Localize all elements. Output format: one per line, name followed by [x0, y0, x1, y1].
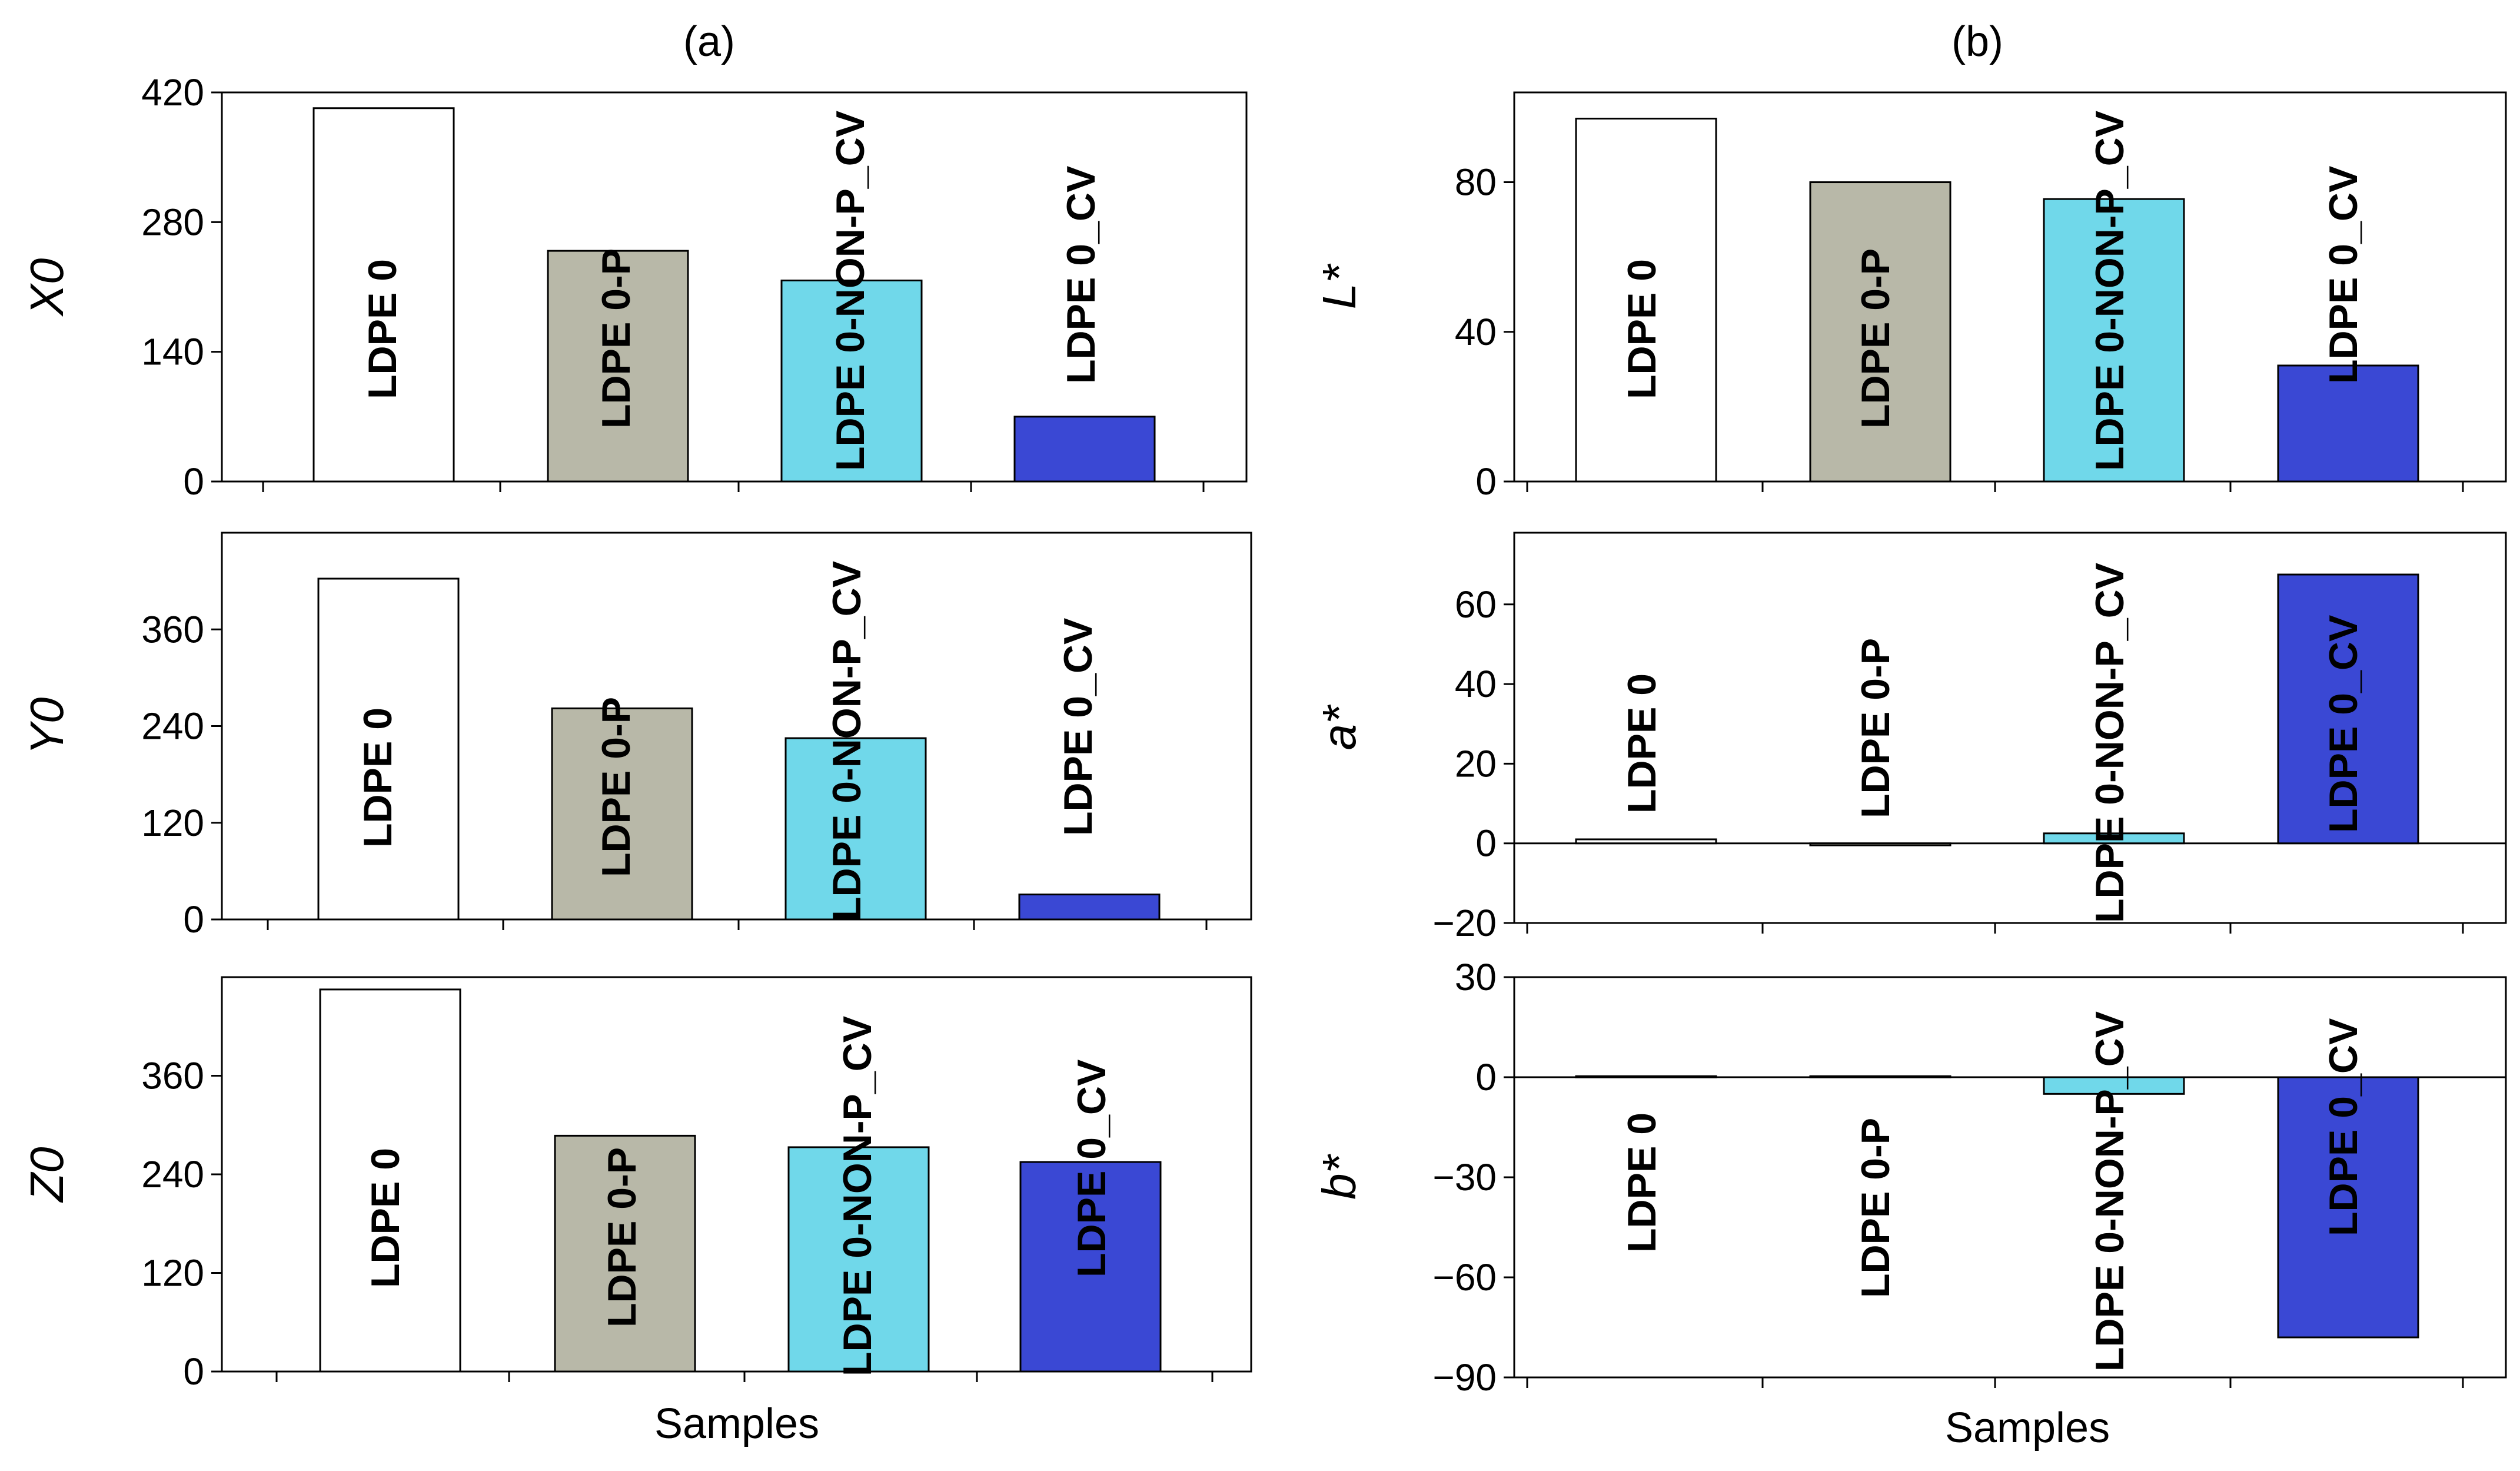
- bar-label: LDPE 0-NON-P_CV: [2087, 111, 2132, 471]
- bar-label: LDPE 0-P: [594, 697, 639, 877]
- bar-3: [2043, 198, 2185, 483]
- bar-label: LDPE 0-P: [594, 248, 639, 429]
- y-tick-label: 0: [183, 898, 204, 941]
- bar-label: LDPE 0: [360, 259, 405, 399]
- bar-4: [1018, 894, 1161, 921]
- y-tick-label: 240: [141, 705, 204, 748]
- bar-label: LDPE 0-P: [600, 1147, 644, 1327]
- bar-label: LDPE 0-NON-P_CV: [828, 111, 873, 471]
- y-tick-label: 0: [183, 1350, 204, 1393]
- y-tick-label: 420: [141, 71, 204, 114]
- bar-3: [2043, 1076, 2185, 1095]
- y-axis-label: b*: [1313, 1153, 1365, 1199]
- bar-label: LDPE 0-P: [1853, 248, 1898, 429]
- y-tick-label: 20: [1455, 742, 1497, 785]
- bar-2: [1809, 842, 1951, 846]
- panel-title-a: (a): [683, 18, 735, 65]
- y-tick-label: 280: [141, 201, 204, 243]
- bar-label: LDPE 0: [355, 708, 400, 848]
- y-tick-label: 140: [141, 331, 204, 373]
- y-tick-label: 0: [1475, 460, 1497, 503]
- bar-label: LDPE 0: [1620, 673, 1664, 813]
- x-axis-label-a: Samples: [654, 1400, 819, 1447]
- bar-1: [1575, 117, 1717, 483]
- y-tick-label: −90: [1432, 1356, 1497, 1399]
- y-axis-label: L*: [1313, 263, 1365, 309]
- plot-frame: [221, 91, 1248, 483]
- y-tick-label: 0: [183, 460, 204, 503]
- bar-1: [1575, 838, 1717, 845]
- bar-label: LDPE 0_CV: [1056, 618, 1101, 836]
- y-tick-label: 360: [141, 608, 204, 650]
- bar-1: [312, 107, 455, 483]
- y-tick-label: −60: [1432, 1256, 1497, 1299]
- bar-label: LDPE 0-NON-P_CV: [835, 1016, 880, 1376]
- y-tick-label: 240: [141, 1153, 204, 1196]
- bar-4: [2277, 1076, 2419, 1339]
- y-tick-label: 80: [1455, 161, 1497, 204]
- bar-2: [1809, 181, 1951, 483]
- y-tick-label: −30: [1432, 1156, 1497, 1198]
- y-tick-label: 120: [141, 1252, 204, 1294]
- y-tick-label: 0: [1475, 1056, 1497, 1098]
- y-tick-label: −20: [1432, 902, 1497, 944]
- bar-4: [1013, 416, 1156, 483]
- bar-label: LDPE 0_CV: [1069, 1060, 1114, 1277]
- plot-2: 0 120 240 360 LDPE 0 LDPE 0-P LDPE 0-NON-P_CV L…: [21, 532, 1252, 941]
- plot-3: 0 120 240 360 LDPE 0 LDPE 0-P LDPE 0-NON-P_CV L…: [21, 976, 1252, 1393]
- bar-2: [554, 1134, 696, 1373]
- y-tick-label: 30: [1455, 956, 1497, 998]
- bar-label: LDPE 0: [1620, 1113, 1664, 1253]
- bar-label: LDPE 0_CV: [2321, 166, 2366, 384]
- plot-5: −20 0 20 40 60 LDPE 0 LDPE 0-P LDPE 0-NON-P_CV L…: [1313, 532, 2507, 944]
- bar-4: [2277, 364, 2419, 483]
- bar-label: LDPE 0-NON-P_CV: [825, 561, 869, 921]
- bar-label: LDPE 0: [1620, 259, 1664, 399]
- y-tick-label: 360: [141, 1055, 204, 1097]
- y-axis-label: Y0: [21, 698, 73, 755]
- bar-4: [2277, 573, 2419, 845]
- bar-3: [780, 279, 923, 483]
- y-axis-label: Z0: [21, 1147, 73, 1203]
- bar-2: [1809, 1075, 1951, 1078]
- x-axis-label-b: Samples: [1945, 1404, 2110, 1452]
- bar-label: LDPE 0_CV: [2321, 1018, 2366, 1236]
- y-tick-label: 0: [1475, 822, 1497, 865]
- plot-frame: [1513, 532, 2507, 924]
- bar-1: [317, 577, 460, 921]
- bar-label: LDPE 0-P: [1853, 638, 1898, 818]
- y-axis-label: X0: [21, 258, 73, 317]
- bar-label: LDPE 0-NON-P_CV: [2087, 1011, 2132, 1372]
- bar-label: LDPE 0_CV: [1059, 166, 1103, 384]
- bar-1: [1575, 1075, 1717, 1078]
- y-tick-label: 120: [141, 802, 204, 844]
- bar-1: [319, 988, 461, 1373]
- bar-label: LDPE 0-NON-P_CV: [2087, 563, 2132, 923]
- bar-label: LDPE 0-P: [1853, 1118, 1898, 1298]
- y-tick-label: 40: [1455, 311, 1497, 353]
- y-axis-label: a*: [1313, 704, 1365, 750]
- plot-4: 0 40 80 LDPE 0 LDPE 0-P LDPE 0-NON-P_CV LDPE 0…: [1313, 91, 2507, 503]
- plot-frame: [1513, 91, 2507, 483]
- bar-label: LDPE 0: [363, 1148, 408, 1288]
- plot-6: −90 −60 −30 0 30 LDPE 0 LDPE 0-P LDPE 0-NON-P_C…: [1313, 956, 2507, 1399]
- y-tick-label: 40: [1455, 663, 1497, 705]
- bar-3: [787, 1146, 930, 1373]
- bar-3: [2043, 832, 2185, 845]
- plot-1: 0 140 280 420 LDPE 0 LDPE 0-P LDPE 0-NON-P_CV L…: [21, 71, 1248, 503]
- bar-label: LDPE 0_CV: [2321, 615, 2366, 833]
- y-tick-label: 60: [1455, 583, 1497, 626]
- bar-2: [551, 707, 693, 921]
- bar-2: [547, 250, 689, 483]
- bar-3: [784, 737, 927, 921]
- panel-title-b: (b): [1951, 18, 2003, 65]
- bar-4: [1019, 1161, 1162, 1373]
